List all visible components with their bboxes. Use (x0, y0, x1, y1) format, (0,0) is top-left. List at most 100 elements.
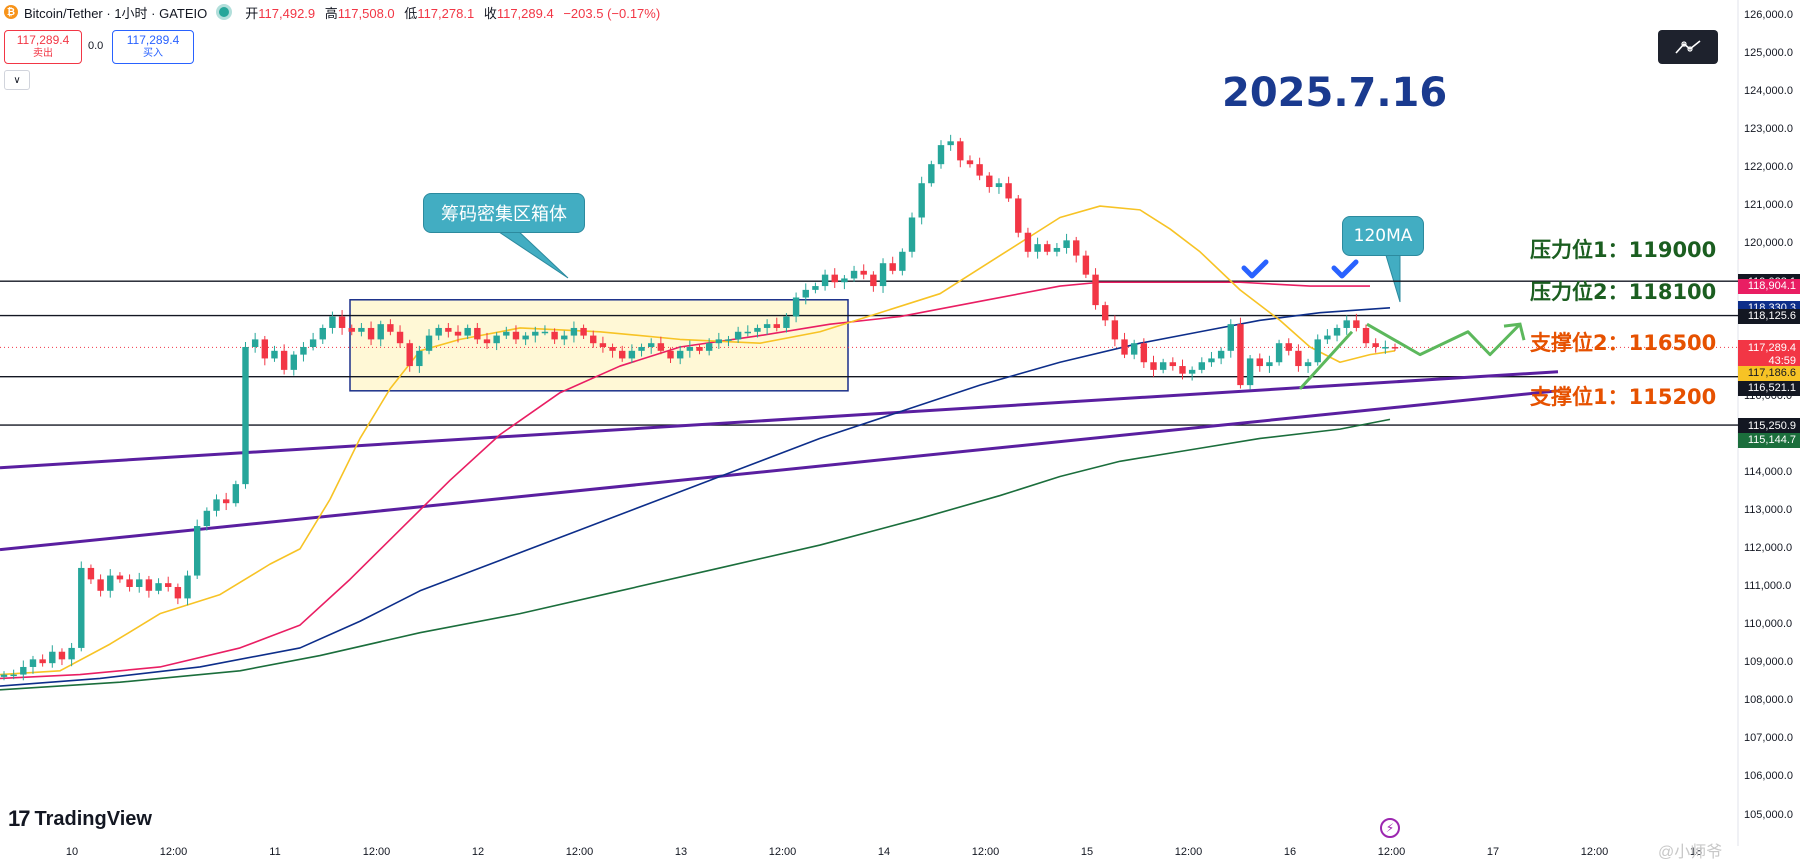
high-label: 高 (324, 5, 338, 21)
candle-body (947, 141, 954, 146)
candle-body (358, 327, 365, 332)
candle-body (213, 499, 220, 511)
candle-body (1324, 335, 1331, 340)
candle-body (1362, 327, 1370, 344)
candle-body (435, 327, 442, 336)
candle-body (696, 347, 703, 351)
candle-body (1159, 362, 1167, 370)
tradingview-logo[interactable]: 17 TradingView (8, 806, 152, 832)
axis-price-label: 117,186.6 (1738, 365, 1800, 381)
axis-price-label: 118,125.6 (1738, 308, 1800, 324)
candle-body (1188, 369, 1196, 374)
candle-body (725, 339, 732, 341)
candle-body (1130, 343, 1138, 355)
box-callout[interactable]: 筹码密集区箱体 (423, 193, 585, 233)
support-1-label: 支撑位1：115200 (1530, 385, 1717, 409)
candle-body (1198, 362, 1206, 370)
candle-body (648, 343, 655, 348)
candle-body (0, 674, 8, 677)
candle-body (232, 484, 240, 504)
candle-body (271, 350, 278, 359)
price-tick-label: 106,000.0 (1744, 770, 1793, 783)
candle-body (1063, 240, 1070, 248)
sell-button[interactable]: 117,289.4 卖出 (4, 30, 82, 64)
close-value: 117,289.4 (496, 5, 554, 21)
candle-body (899, 251, 906, 271)
candle-body (570, 327, 578, 336)
price-tick-label: 109,000.0 (1744, 656, 1793, 669)
chevron-down-icon: ∨ (13, 74, 21, 86)
market-status-icon (219, 7, 230, 17)
time-tick-label: 12:00 (1377, 846, 1406, 858)
time-tick-label: 12:00 (971, 846, 1000, 858)
candle-body (841, 278, 848, 283)
ma-120-line (0, 306, 1391, 687)
candle-body (802, 289, 809, 298)
candle-body (1044, 244, 1051, 252)
bolt-icon[interactable]: ⚡ (1380, 818, 1400, 838)
candle-body (1208, 358, 1215, 363)
candle-body (87, 567, 95, 580)
symbol-title[interactable]: Bitcoin/Tether · 1小时 · GATEIO (24, 5, 208, 21)
watermark: @小师爷 (1658, 844, 1723, 861)
candle-body (454, 331, 462, 336)
price-tick-label: 107,000.0 (1744, 732, 1793, 745)
candle-body (870, 274, 877, 287)
candle-body (300, 347, 307, 355)
candle-body (705, 343, 713, 351)
spread-value: 0.0 (88, 40, 104, 52)
price-tick-label: 105,000.0 (1744, 808, 1793, 821)
candle-body (928, 164, 935, 184)
candle-body (193, 526, 201, 576)
candle-body (860, 270, 867, 275)
ma-long-line (0, 418, 1391, 691)
check-mark-icon (1331, 259, 1359, 279)
candle-body (541, 331, 549, 334)
candle-body (107, 575, 114, 591)
candle-body (396, 331, 404, 344)
candle-body (1092, 274, 1099, 306)
candle-body (319, 327, 326, 340)
time-tick-label: 12:00 (362, 846, 391, 858)
candle-body (1275, 343, 1283, 363)
candle-body (773, 324, 780, 328)
trend-tool-icon (1675, 40, 1701, 54)
candle-body (406, 343, 413, 367)
candle-body (619, 350, 626, 359)
candle-body (425, 335, 433, 351)
open-value: 117,492.9 (258, 5, 316, 21)
candle-body (1005, 183, 1012, 199)
candle-body (1169, 362, 1177, 367)
candle-body (445, 327, 452, 332)
candle-body (1285, 343, 1292, 351)
time-tick-label: 11 (269, 846, 281, 858)
candle-body (580, 327, 587, 336)
price-tick-label: 125,000.0 (1744, 46, 1793, 59)
price-tick-label: 122,000.0 (1744, 160, 1793, 173)
price-tick-label: 112,000.0 (1744, 541, 1793, 554)
candle-body (918, 183, 925, 218)
projection-arrowhead (1503, 322, 1526, 341)
candle-body (812, 286, 819, 290)
candle-body (1295, 350, 1302, 367)
time-tick-label: 12 (471, 846, 485, 858)
candle-body (1053, 247, 1061, 252)
candle-body (609, 347, 616, 351)
chart-tool-button[interactable] (1658, 30, 1718, 64)
candle-body (1343, 320, 1350, 328)
candle-body (203, 510, 211, 527)
candle-body (1179, 366, 1186, 374)
tradingview-icon: 17 (8, 806, 31, 831)
sell-price: 117,289.4 (16, 33, 70, 47)
buy-button[interactable]: 117,289.4 买入 (112, 30, 194, 64)
ma120-callout[interactable]: 120MA (1342, 216, 1424, 256)
collapse-button[interactable]: ∨ (4, 70, 30, 90)
price-tick-label: 124,000.0 (1744, 84, 1793, 97)
candle-body (1333, 327, 1341, 336)
time-tick-label: 12:00 (1580, 846, 1609, 858)
candle-body (599, 343, 607, 348)
sell-label: 卖出 (33, 48, 53, 59)
candle-body (590, 335, 597, 344)
price-tick-label: 114,000.0 (1744, 465, 1793, 478)
